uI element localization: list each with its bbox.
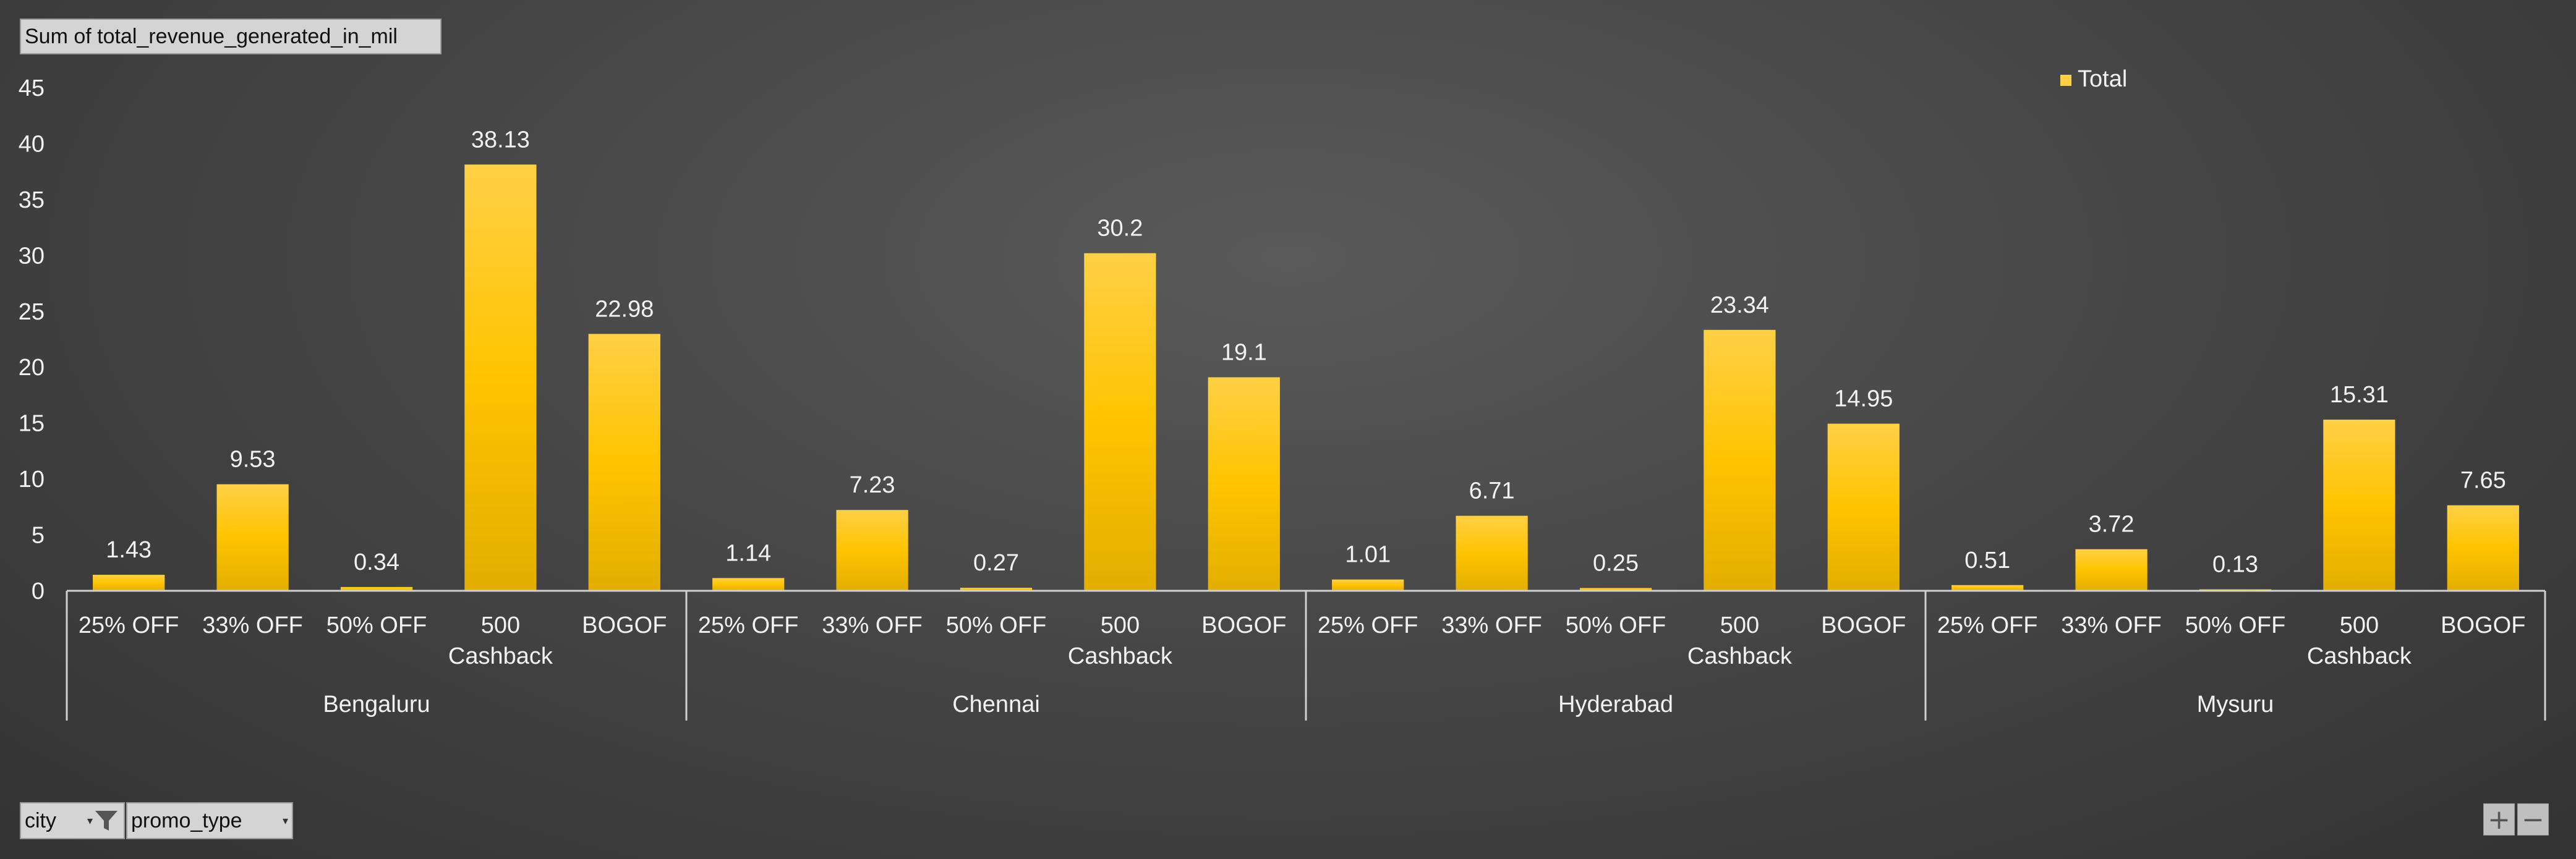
promo-type-filter-label: promo_type [131, 808, 242, 832]
bar [1951, 585, 2024, 591]
data-label: 15.31 [2330, 382, 2389, 408]
data-label: 0.34 [354, 549, 399, 575]
x-tick-label: 33% OFF [822, 612, 923, 638]
x-tick-label: 500 Cashback [2307, 612, 2412, 669]
bar [1827, 423, 1900, 591]
data-label: 0.51 [1964, 548, 2010, 573]
bar-series-total [93, 164, 2519, 591]
x-tick-label: 50% OFF [326, 612, 427, 638]
bar [2323, 420, 2395, 591]
data-label: 19.1 [1221, 340, 1267, 366]
x-tick-label: 500 Cashback [448, 612, 553, 669]
value-field-label: Sum of total_revenue_generated_in_mil [25, 24, 398, 48]
x-tick-label: 25% OFF [79, 612, 179, 638]
x-tick-label: 25% OFF [1318, 612, 1418, 638]
data-label: 0.25 [1593, 550, 1639, 576]
legend-swatch-total [2060, 75, 2071, 86]
bar [2447, 505, 2519, 591]
data-label: 1.14 [725, 540, 771, 566]
x-tick-label: 50% OFF [2185, 612, 2286, 638]
x-tick-label: 33% OFF [2061, 612, 2162, 638]
y-tick-label: 30 [19, 243, 45, 269]
y-tick-label: 45 [19, 75, 45, 101]
bar [1456, 515, 1528, 591]
x-tick-label: BOGOF [582, 612, 667, 638]
bar [2075, 549, 2147, 591]
legend-label-total: Total [2078, 66, 2127, 92]
x-tick-label: 500 Cashback [1068, 612, 1173, 669]
zoom-out-button[interactable]: − [2517, 803, 2549, 836]
legend: Total [2060, 66, 2127, 92]
value-field-button[interactable]: Sum of total_revenue_generated_in_mil [20, 19, 441, 54]
filter-icon: ▾ [82, 807, 120, 834]
x-axis: 25% OFF 33% OFF 50% OFF 500 Cashback BOGOF Ben… [66, 590, 2546, 721]
city-filter-label: city [25, 808, 56, 832]
bar [1704, 329, 1776, 591]
x-tick-label: 50% OFF [1566, 612, 1666, 638]
bar [1084, 253, 1156, 591]
data-label: 30.2 [1097, 216, 1143, 242]
y-tick-label: 5 [32, 523, 45, 549]
promo-type-filter-button[interactable]: promo_type ▾ [126, 802, 293, 839]
group-label: Mysuru [2197, 692, 2274, 717]
bar [836, 510, 908, 591]
bar [340, 586, 413, 591]
y-tick-label: 40 [19, 131, 45, 157]
data-label: 1.01 [1345, 542, 1391, 568]
y-tick-label: 20 [19, 355, 45, 381]
y-tick-label: 10 [19, 467, 45, 493]
bar [93, 575, 165, 591]
x-tick-label: 25% OFF [698, 612, 799, 638]
group-label: Hyderabad [1558, 692, 1673, 717]
data-label: 23.34 [1710, 292, 1769, 318]
bar [960, 588, 1033, 591]
data-labels: 1.43 9.53 0.34 38.13 22.98 1.14 7.23 0.27 30.2 19… [106, 127, 2506, 577]
bar [712, 578, 785, 591]
data-label: 1.43 [106, 537, 151, 563]
city-filter-button[interactable]: city ▾ [20, 802, 125, 839]
data-label: 6.71 [1469, 478, 1515, 504]
y-tick-label: 35 [19, 187, 45, 213]
bar [1208, 377, 1280, 591]
y-axis-tick-labels: 0 5 10 15 20 25 30 35 40 45 [19, 75, 45, 604]
y-tick-label: 25 [19, 299, 45, 325]
x-tick-label: 50% OFF [946, 612, 1047, 638]
data-label: 7.65 [2460, 468, 2506, 494]
data-label: 22.98 [595, 296, 654, 322]
group-label: Chennai [952, 692, 1040, 717]
data-label: 0.13 [2212, 552, 2258, 578]
x-tick-label: BOGOF [2441, 612, 2525, 638]
group-label: Bengaluru [323, 692, 430, 717]
data-label: 38.13 [471, 127, 530, 153]
x-tick-label: BOGOF [1201, 612, 1286, 638]
zoom-in-button[interactable]: + [2483, 803, 2515, 836]
bar [1332, 579, 1404, 591]
x-tick-label: 33% OFF [1441, 612, 1542, 638]
bar [216, 484, 289, 591]
x-tick-label: 500 Cashback [1687, 612, 1793, 669]
data-label: 0.27 [973, 550, 1019, 576]
x-tick-label: 33% OFF [202, 612, 303, 638]
data-label: 7.23 [850, 472, 895, 498]
x-tick-label: BOGOF [1821, 612, 1906, 638]
bar [464, 164, 537, 591]
chevron-down-icon: ▾ [282, 814, 288, 827]
zoom-controls: + − [2483, 803, 2551, 836]
chevron-down-icon: ▾ [87, 814, 93, 827]
y-tick-label: 0 [32, 578, 45, 604]
data-label: 9.53 [230, 447, 276, 473]
y-tick-label: 15 [19, 411, 45, 437]
data-label: 14.95 [1834, 386, 1893, 412]
x-tick-label: 25% OFF [1937, 612, 2038, 638]
bar [1579, 588, 1652, 591]
bar [588, 334, 660, 591]
data-label: 3.72 [2089, 512, 2135, 538]
